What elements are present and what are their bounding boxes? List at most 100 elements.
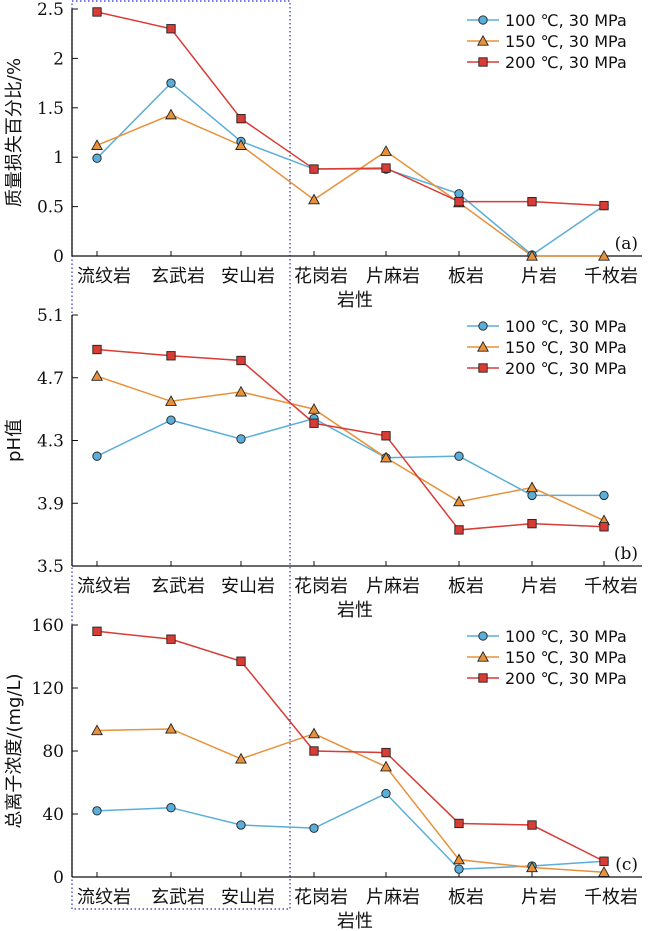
legend-marker xyxy=(478,631,488,641)
legend-label: 200 ℃, 30 MPa xyxy=(505,359,627,378)
x-tick-label: 花岗岩 xyxy=(294,266,348,287)
x-tick-label: 安山岩 xyxy=(221,576,275,597)
highlight-box-volcanic xyxy=(71,0,291,910)
x-tick-label: 安山岩 xyxy=(221,266,275,287)
x-tick-label: 流纹岩 xyxy=(77,266,131,287)
y-tick-label: 2 xyxy=(53,49,64,69)
data-point-series-1 xyxy=(92,806,102,816)
data-point-series-1 xyxy=(166,415,176,425)
x-tick-label: 安山岩 xyxy=(221,887,275,908)
data-point-series-3 xyxy=(166,24,176,34)
data-point-series-2 xyxy=(165,722,177,734)
y-axis-title: 总离子浓度/(mg/L) xyxy=(4,673,25,828)
y-tick-label: 0 xyxy=(53,247,64,267)
legend-label: 100 ℃, 30 MPa xyxy=(505,11,627,30)
x-tick-label: 千枚岩 xyxy=(584,266,638,287)
y-tick-label: 1.5 xyxy=(37,99,64,119)
data-point-series-3 xyxy=(309,418,319,428)
data-point-series-1 xyxy=(92,153,102,163)
series-line-2 xyxy=(96,375,605,522)
y-tick-label: 3.9 xyxy=(37,494,64,514)
legend-marker xyxy=(477,340,489,352)
data-point-series-3 xyxy=(236,355,246,366)
data-point-series-2 xyxy=(91,370,103,381)
data-point-series-2 xyxy=(453,495,465,507)
x-tick-label: 板岩 xyxy=(448,887,484,908)
series-line-3 xyxy=(96,630,605,862)
legend-marker xyxy=(478,57,488,67)
x-tick-label: 片岩 xyxy=(521,576,557,597)
y-tick-label: 40 xyxy=(42,805,64,825)
data-point-series-2 xyxy=(235,139,247,150)
legend-label: 150 ℃, 30 MPa xyxy=(505,338,627,357)
legend-marker xyxy=(477,34,489,46)
x-axis-title: 岩性 xyxy=(337,911,373,931)
data-point-series-1 xyxy=(599,490,609,501)
data-point-series-3 xyxy=(454,818,464,829)
panel-label: (c) xyxy=(615,855,638,875)
data-point-series-3 xyxy=(92,626,102,636)
y-tick-label: 80 xyxy=(42,742,64,762)
data-point-series-2 xyxy=(308,193,320,205)
y-tick-label: 2.5 xyxy=(37,0,64,20)
panel-label: (b) xyxy=(614,544,638,564)
data-point-series-3 xyxy=(599,200,609,211)
x-tick-label: 片麻岩 xyxy=(366,887,420,908)
data-point-series-2 xyxy=(453,853,465,865)
data-point-series-3 xyxy=(166,351,176,361)
data-point-series-3 xyxy=(309,746,319,756)
data-point-series-3 xyxy=(381,747,391,758)
data-point-series-3 xyxy=(381,163,391,173)
legend-marker xyxy=(478,321,488,331)
y-axis-title: pH值 xyxy=(4,419,25,462)
data-point-series-3 xyxy=(454,525,464,535)
x-tick-label: 板岩 xyxy=(448,576,484,597)
data-point-series-2 xyxy=(526,249,538,261)
x-tick-label: 玄武岩 xyxy=(151,887,205,908)
data-point-series-2 xyxy=(380,145,392,156)
y-tick-label: 4.3 xyxy=(37,432,64,452)
data-point-series-2 xyxy=(165,108,177,120)
series-line-3 xyxy=(96,11,605,207)
data-point-series-3 xyxy=(92,7,102,17)
legend-label: 150 ℃, 30 MPa xyxy=(505,32,627,51)
data-point-series-2 xyxy=(380,451,392,463)
data-point-series-1 xyxy=(166,803,176,813)
legend-label: 150 ℃, 30 MPa xyxy=(505,648,627,667)
data-point-series-1 xyxy=(454,864,464,874)
legend-label: 200 ℃, 30 MPa xyxy=(505,53,627,72)
x-tick-label: 玄武岩 xyxy=(151,576,205,597)
data-point-series-3 xyxy=(309,164,319,174)
x-tick-label: 片麻岩 xyxy=(366,576,420,597)
data-point-series-1 xyxy=(454,451,464,461)
data-point-series-1 xyxy=(92,451,102,461)
data-point-series-2 xyxy=(308,402,320,414)
data-point-series-3 xyxy=(236,656,246,666)
x-tick-label: 板岩 xyxy=(448,266,484,287)
data-point-series-1 xyxy=(166,78,176,88)
legend-marker xyxy=(478,15,488,25)
data-point-series-1 xyxy=(236,820,246,830)
y-tick-label: 3.5 xyxy=(37,557,64,577)
x-tick-label: 花岗岩 xyxy=(294,576,348,597)
y-tick-label: 120 xyxy=(32,679,64,699)
y-tick-label: 5.1 xyxy=(37,306,64,326)
data-point-series-3 xyxy=(454,197,464,207)
data-point-series-3 xyxy=(527,518,537,529)
legend-marker xyxy=(478,673,488,683)
y-tick-label: 0 xyxy=(53,868,64,888)
x-tick-label: 流纹岩 xyxy=(77,887,131,908)
data-point-series-3 xyxy=(166,634,176,644)
x-axis-title: 岩性 xyxy=(337,290,373,311)
data-point-series-2 xyxy=(380,760,392,772)
y-tick-label: 1 xyxy=(53,148,64,168)
x-tick-label: 千枚岩 xyxy=(584,576,638,597)
data-point-series-3 xyxy=(599,856,609,866)
data-point-series-2 xyxy=(91,724,103,736)
legend-label: 200 ℃, 30 MPa xyxy=(505,669,627,688)
data-point-series-1 xyxy=(236,434,246,444)
legend-marker xyxy=(477,650,489,662)
